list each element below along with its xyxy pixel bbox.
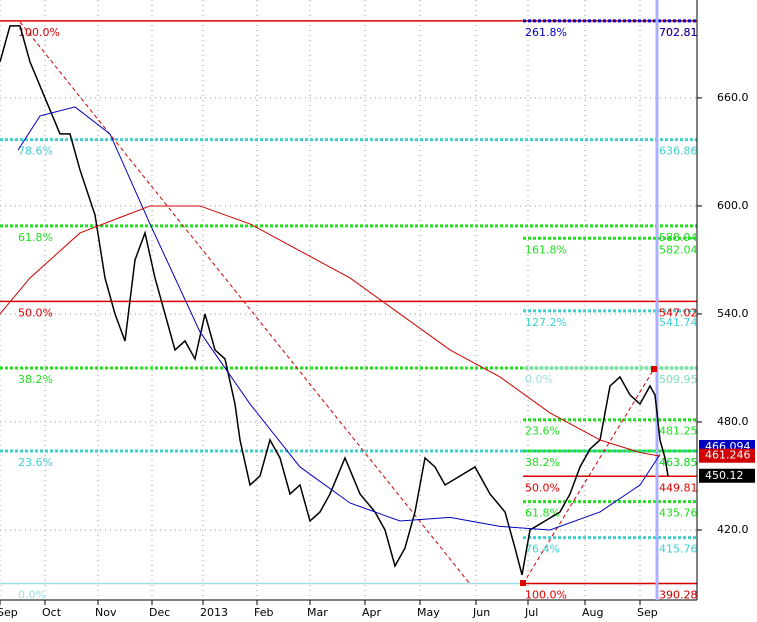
extension-price: 582.04 xyxy=(659,243,698,256)
retracement-price: 636.86 xyxy=(659,145,698,158)
extension-percent: 38.2% xyxy=(525,456,560,469)
extension-percent: 23.6% xyxy=(525,425,560,438)
retracement-percent: 50.0% xyxy=(18,306,53,319)
extension-price: 541.74 xyxy=(659,316,698,329)
retracement-price: 509.95 xyxy=(659,373,698,386)
swing-marker xyxy=(651,366,657,372)
retracement-price: 702.81 xyxy=(659,26,698,39)
x-tick-label: Sep xyxy=(637,606,658,619)
extension-percent: 261.8% xyxy=(525,26,567,39)
extension-percent: 0.0% xyxy=(525,373,553,386)
y-tick-label: 420.0 xyxy=(717,523,749,536)
retracement-percent: 38.2% xyxy=(18,373,53,386)
extension-price: 435.76 xyxy=(659,507,698,520)
extension-percent: 76.4% xyxy=(525,543,560,556)
y-tick-label: 600.0 xyxy=(717,199,749,212)
retracement-percent: 0.0% xyxy=(18,588,46,601)
extension-price: 449.81 xyxy=(659,481,698,494)
extension-percent: 127.2% xyxy=(525,316,567,329)
x-tick-label: Aug xyxy=(582,606,603,619)
retracement-percent: 23.6% xyxy=(18,456,53,469)
y-tick-label: 480.0 xyxy=(717,415,749,428)
x-tick-label: Mar xyxy=(307,606,328,619)
x-tick-label: 2013 xyxy=(200,606,228,619)
price-tag-label: 461.246 xyxy=(705,449,751,462)
retracement-price: 547.02 xyxy=(659,306,698,319)
extension-price: 481.25 xyxy=(659,425,698,438)
price-line xyxy=(17,106,661,531)
price-line xyxy=(0,205,661,457)
extension-price: 415.76 xyxy=(659,543,698,556)
x-tick-label: Apr xyxy=(362,606,382,619)
x-tick-label: Sep xyxy=(0,606,18,619)
extension-percent: 61.8% xyxy=(525,507,560,520)
extension-price: 463.85 xyxy=(659,456,698,469)
price-tag xyxy=(699,468,755,483)
x-tick-label: Dec xyxy=(149,606,170,619)
trend-line xyxy=(19,21,471,585)
extension-percent: 50.0% xyxy=(525,481,560,494)
retracement-percent: 61.8% xyxy=(18,231,53,244)
x-tick-label: Oct xyxy=(42,606,62,619)
y-tick-label: 540.0 xyxy=(717,307,749,320)
extension-percent: 161.8% xyxy=(525,243,567,256)
x-tick-label: Nov xyxy=(95,606,117,619)
price-tag xyxy=(699,448,755,463)
extension-price: 702.81 xyxy=(659,26,698,39)
retracement-percent: 78.6% xyxy=(18,145,53,158)
retracement-percent: 100.0% xyxy=(18,26,60,39)
retracement-price: 390.28 xyxy=(659,588,698,601)
y-tick-label: 660.0 xyxy=(717,91,749,104)
extension-price: 509.95 xyxy=(659,373,698,386)
price-tag-label: 450.12 xyxy=(705,469,744,482)
x-tick-label: Jun xyxy=(472,606,490,619)
x-tick-label: May xyxy=(417,606,440,619)
retracement-price: 588.94 xyxy=(659,231,698,244)
retracement-price: 463.85 xyxy=(659,456,698,469)
price-line xyxy=(0,25,669,576)
x-tick-label: Jul xyxy=(524,606,538,619)
swing-marker xyxy=(520,580,526,586)
extension-percent: 100.0% xyxy=(525,588,567,601)
extension-price: 390.28 xyxy=(659,588,698,601)
x-tick-label: Feb xyxy=(254,606,273,619)
